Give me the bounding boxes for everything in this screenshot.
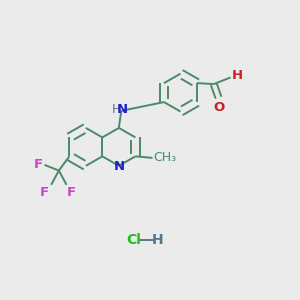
- Text: F: F: [34, 158, 43, 171]
- Text: F: F: [40, 186, 50, 199]
- Text: F: F: [67, 186, 76, 199]
- Text: H: H: [152, 233, 163, 248]
- Text: N: N: [113, 160, 124, 172]
- Text: O: O: [213, 101, 224, 114]
- Text: N: N: [116, 103, 128, 116]
- Text: H: H: [232, 69, 243, 82]
- Text: H: H: [111, 103, 121, 116]
- Text: Cl: Cl: [127, 233, 141, 248]
- Text: CH₃: CH₃: [154, 152, 177, 164]
